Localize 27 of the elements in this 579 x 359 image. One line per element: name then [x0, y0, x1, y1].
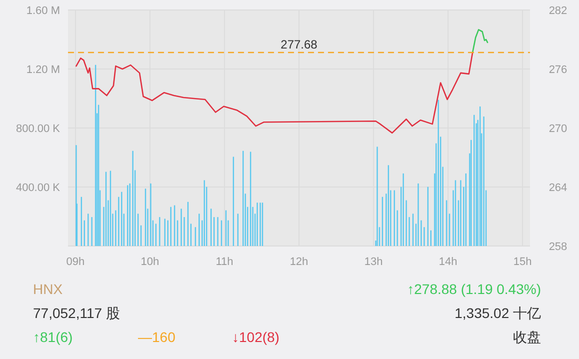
- text: ↑278.88 (1.19 0.43%): [407, 281, 541, 297]
- y-tick-label: 400.00 K: [16, 182, 61, 194]
- x-tick-label: 12h: [290, 256, 308, 268]
- text: —160: [138, 329, 176, 345]
- x-tick-label: 13h: [364, 256, 383, 268]
- x-tick-label: 14h: [438, 256, 458, 268]
- x-tick-label: 11h: [216, 256, 234, 268]
- text: HNX: [33, 281, 64, 297]
- y2-tick-label: 264: [548, 182, 568, 194]
- text: 77,052,117 股: [33, 305, 120, 321]
- y2-tick-label: 276: [548, 64, 568, 76]
- x-tick-label: 09h: [66, 256, 85, 268]
- y2-tick-label: 282: [548, 5, 568, 17]
- x-tick-label: 10h: [140, 256, 160, 268]
- y-tick-label: 800.00 K: [16, 123, 61, 135]
- text: ↑81(6): [33, 329, 73, 345]
- y-tick-label: 1.60 M: [26, 5, 60, 17]
- line-series: [472, 29, 488, 53]
- ref-line-label: 277.68: [280, 37, 318, 52]
- y2-tick-label: 270: [548, 123, 568, 135]
- y2-tick-label: 258: [548, 241, 568, 253]
- text: ↓102(8): [232, 329, 280, 345]
- y-tick-label: 1.20 M: [26, 64, 60, 76]
- text: 1,335.02 十亿: [454, 305, 541, 321]
- text: 收盘: [513, 329, 541, 345]
- x-tick-label: 15h: [513, 256, 532, 268]
- line-series: [76, 52, 474, 134]
